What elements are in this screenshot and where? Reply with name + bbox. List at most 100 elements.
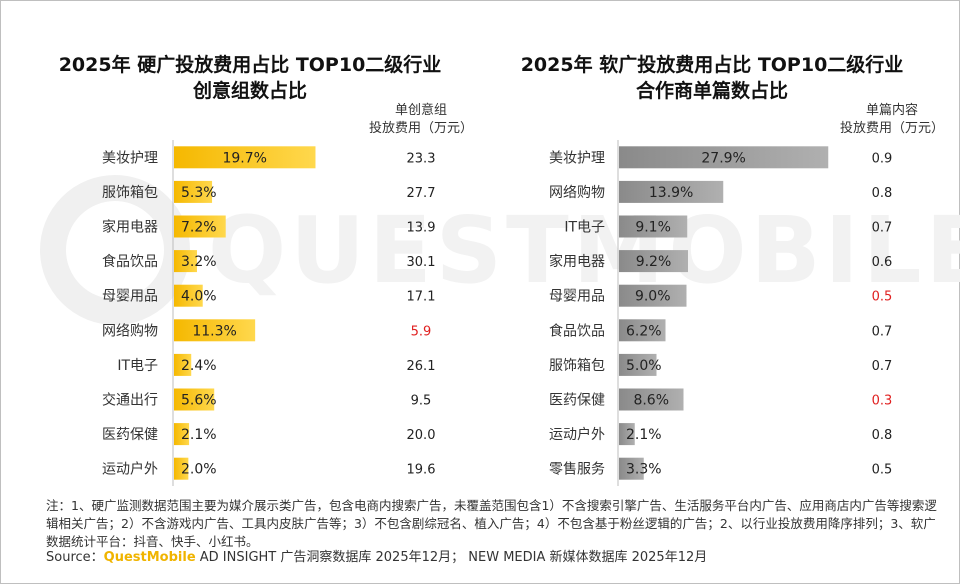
left-category-label: 美妆护理 (102, 150, 158, 166)
left-category-label: 母婴用品 (102, 289, 158, 305)
right-bar (619, 146, 829, 169)
left-side-value: 19.6 (407, 463, 436, 478)
right-column-header-line1: 单篇内容 (865, 103, 918, 118)
left-bar (174, 388, 215, 411)
right-bar (619, 284, 687, 307)
right-category-label: 运动户外 (549, 426, 605, 443)
left-category-label: 交通出行 (102, 392, 158, 409)
right-category-label: 零售服务 (549, 462, 605, 478)
source-detail: AD INSIGHT 广告洞察数据库 2025年12月； NEW MEDIA 新… (195, 550, 708, 565)
left-side-value: 17.1 (407, 290, 436, 305)
left-category-label: 服饰箱包 (102, 185, 158, 201)
right-side-value: 0.3 (872, 394, 893, 409)
left-bar-value-label: 11.3% (192, 323, 236, 339)
right-bar-value-label: 27.9% (701, 150, 745, 166)
left-side-value: 23.3 (407, 151, 436, 166)
right-side-value: 0.8 (872, 428, 893, 443)
right-side-value: 0.9 (872, 151, 893, 166)
right-category-label: 美妆护理 (549, 150, 605, 166)
source-prefix: Source： (46, 550, 104, 565)
left-column-header-line2: 投放费用（万元） (368, 121, 473, 136)
right-bar (619, 353, 657, 376)
left-bar (174, 284, 203, 307)
right-category-label: 网络购物 (549, 185, 605, 201)
left-bar (174, 353, 192, 376)
left-bar-value-label: 5.3% (181, 185, 217, 201)
left-bar-value-label: 2.1% (181, 427, 217, 443)
left-bar (174, 250, 197, 273)
right-bar (619, 319, 666, 342)
left-category-label: 运动户外 (102, 461, 158, 478)
right-category-label: 服饰箱包 (549, 358, 605, 374)
left-chart-title: 2025年 硬广投放费用占比 TOP10二级行业 创意组数占比 (30, 52, 470, 104)
right-side-value: 0.7 (872, 359, 893, 374)
left-bar-value-label: 2.0% (181, 462, 217, 478)
right-side-value: 0.7 (872, 221, 893, 236)
left-side-value: 27.7 (407, 186, 436, 201)
bar-charts: 美妆护理 19.7% 23.3 服饰箱包 5.3% 27.7 家用电器 7.2% 13.9 食品饮… (102, 140, 892, 486)
left-category-label: 食品饮品 (102, 253, 158, 270)
left-category-label: 医药保健 (102, 427, 158, 443)
right-bar (619, 250, 688, 273)
left-bar-value-label: 4.0% (181, 289, 217, 305)
left-bar-value-label: 19.7% (222, 150, 266, 166)
left-side-value: 5.9 (411, 324, 432, 339)
left-side-value: 30.1 (407, 255, 436, 270)
left-side-value: 20.0 (407, 428, 436, 443)
right-category-label: 食品饮品 (549, 322, 605, 339)
left-bar (174, 457, 189, 480)
left-bar-value-label: 7.2% (181, 220, 217, 236)
right-column-header: 单篇内容 投放费用（万元） (827, 102, 957, 138)
right-bar-value-label: 8.6% (633, 393, 669, 409)
left-bar (174, 146, 316, 169)
right-chart: 美妆护理 27.9% 0.9 网络购物 13.9% 0.8 IT电子 9.1% 0.7 家用电器 9… (549, 140, 892, 486)
left-chart-title-line1: 2025年 硬广投放费用占比 TOP10二级行业 (58, 54, 442, 76)
right-side-value: 0.5 (872, 463, 893, 478)
right-side-value: 0.7 (872, 324, 893, 339)
right-category-label: 医药保健 (549, 393, 605, 409)
right-bar-value-label: 9.2% (636, 254, 672, 270)
right-bar (619, 423, 635, 446)
right-side-value: 0.8 (872, 186, 893, 201)
footnote: 注：1、硬广监测数据范围主要为媒介展示类广告，包含电商内搜索广告，未覆盖范围包含… (46, 498, 937, 549)
left-chart-title-line2: 创意组数占比 (192, 80, 307, 102)
left-bar (174, 180, 213, 203)
left-bar-value-label: 2.4% (181, 358, 217, 374)
right-bar (619, 215, 688, 238)
left-category-label: 网络购物 (102, 323, 158, 339)
left-bar (174, 319, 256, 342)
left-side-value: 26.1 (407, 359, 436, 374)
source-line: Source：QuestMobile AD INSIGHT 广告洞察数据库 20… (46, 549, 946, 567)
left-bar-value-label: 3.2% (181, 254, 217, 270)
right-bar-value-label: 9.1% (635, 220, 671, 236)
left-chart: 美妆护理 19.7% 23.3 服饰箱包 5.3% 27.7 家用电器 7.2% 13.9 食品饮… (102, 140, 435, 486)
right-bar-value-label: 9.0% (635, 289, 671, 305)
left-category-label: IT电子 (117, 358, 158, 374)
right-bar (619, 180, 724, 203)
right-chart-title-line2: 合作商单篇数占比 (635, 80, 788, 102)
left-column-header: 单创意组 投放费用（万元） (356, 102, 486, 138)
right-bar (619, 388, 684, 411)
source-brand: QuestMobile (103, 550, 196, 565)
right-chart-title-line1: 2025年 软广投放费用占比 TOP10二级行业 (520, 54, 904, 76)
left-bar-value-label: 5.6% (181, 393, 217, 409)
right-column-header-line2: 投放费用（万元） (839, 121, 944, 136)
right-side-value: 0.5 (872, 290, 893, 305)
right-bar-value-label: 6.2% (626, 323, 662, 339)
right-bar-value-label: 13.9% (649, 185, 693, 201)
left-category-label: 家用电器 (102, 219, 158, 236)
left-side-value: 13.9 (407, 221, 436, 236)
right-category-label: IT电子 (564, 220, 605, 236)
right-bar-value-label: 2.1% (626, 427, 662, 443)
right-category-label: 家用电器 (549, 253, 605, 270)
left-column-header-line1: 单创意组 (394, 103, 447, 118)
left-bar (174, 423, 190, 446)
left-bar (174, 215, 226, 238)
right-bar-value-label: 5.0% (626, 358, 662, 374)
right-side-value: 0.6 (872, 255, 893, 270)
left-side-value: 9.5 (411, 394, 432, 409)
right-bar-value-label: 3.3% (626, 462, 662, 478)
right-bar (619, 457, 644, 480)
right-category-label: 母婴用品 (549, 289, 605, 305)
right-chart-title: 2025年 软广投放费用占比 TOP10二级行业 合作商单篇数占比 (492, 52, 932, 104)
